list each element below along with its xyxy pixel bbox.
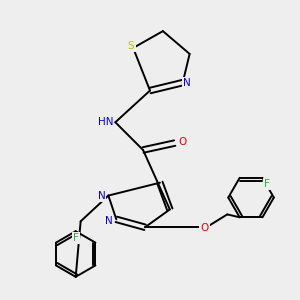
- Text: F: F: [264, 179, 270, 189]
- Text: N: N: [98, 190, 105, 201]
- Text: O: O: [200, 223, 209, 233]
- Text: N: N: [105, 216, 112, 226]
- Text: HN: HN: [98, 117, 113, 127]
- Text: F: F: [73, 233, 79, 243]
- Text: N: N: [183, 78, 190, 88]
- Text: S: S: [128, 41, 134, 51]
- Text: O: O: [179, 137, 187, 147]
